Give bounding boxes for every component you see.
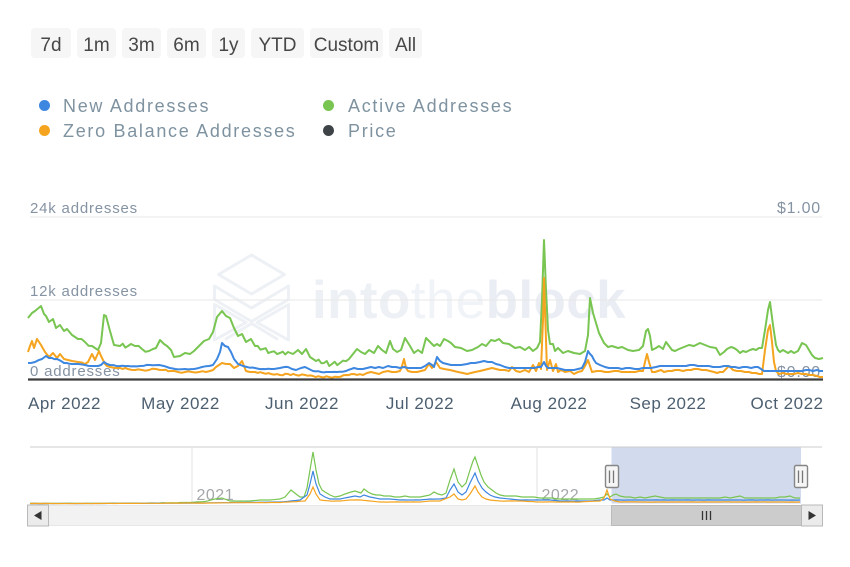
svg-text:May 2022: May 2022: [141, 394, 220, 413]
svg-text:24k addresses: 24k addresses: [30, 200, 138, 217]
svg-text:12k addresses: 12k addresses: [30, 283, 138, 300]
svg-text:$1.00: $1.00: [777, 200, 821, 217]
svg-text:2021: 2021: [197, 487, 235, 504]
svg-text:Jul 2022: Jul 2022: [386, 394, 454, 413]
svg-text:0 addresses: 0 addresses: [30, 363, 121, 380]
svg-text:Oct 2022: Oct 2022: [751, 394, 824, 413]
svg-text:Jun 2022: Jun 2022: [265, 394, 339, 413]
svg-text:Apr 2022: Apr 2022: [28, 394, 101, 413]
svg-text:Sep 2022: Sep 2022: [630, 394, 707, 413]
svg-text:Aug 2022: Aug 2022: [511, 394, 588, 413]
